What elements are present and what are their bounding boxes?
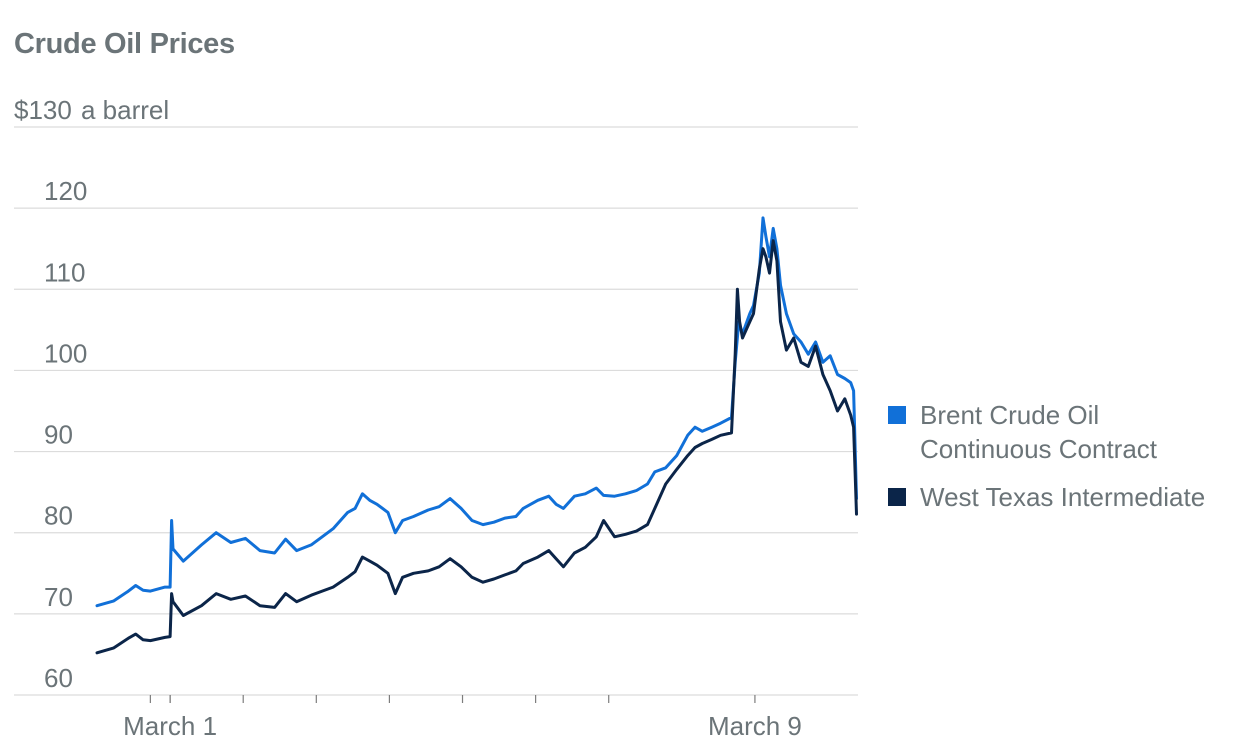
y-tick-label-110: 110 [44, 257, 85, 287]
y-tick-label-130: $130 [14, 95, 72, 125]
y-axis-tick-labels: 60 70 80 90 100 110 120 $130 a barrel [14, 95, 169, 693]
legend-label-brent: Brent Crude Oil Continuous Contract [920, 400, 1158, 464]
y-tick-label-100: 100 [44, 338, 87, 368]
x-tick-label-0: March 1 [123, 711, 217, 741]
y-axis-unit: a barrel [81, 95, 169, 125]
legend-swatch-wti [888, 488, 906, 506]
series-line-brent [95, 216, 858, 608]
legend: Brent Crude Oil Continuous Contract West… [888, 398, 1233, 528]
y-tick-label-90: 90 [44, 420, 73, 450]
y-tick-label-120: 120 [44, 176, 87, 206]
series-line-wti [95, 239, 858, 655]
data-series [95, 216, 858, 655]
y-tick-label-60: 60 [44, 663, 73, 693]
y-tick-label-80: 80 [44, 501, 73, 531]
legend-item-brent: Brent Crude Oil Continuous Contract [888, 398, 1233, 466]
gridlines [14, 126, 858, 696]
chart-title: Crude Oil Prices [14, 28, 235, 60]
legend-swatch-brent [888, 406, 906, 424]
x-axis: March 1 March 9 [123, 695, 802, 741]
x-tick-label-1: March 9 [708, 711, 802, 741]
y-tick-label-70: 70 [44, 582, 73, 612]
legend-item-wti: West Texas Intermediate [888, 480, 1233, 514]
legend-label-wti: West Texas Intermediate [920, 482, 1206, 512]
